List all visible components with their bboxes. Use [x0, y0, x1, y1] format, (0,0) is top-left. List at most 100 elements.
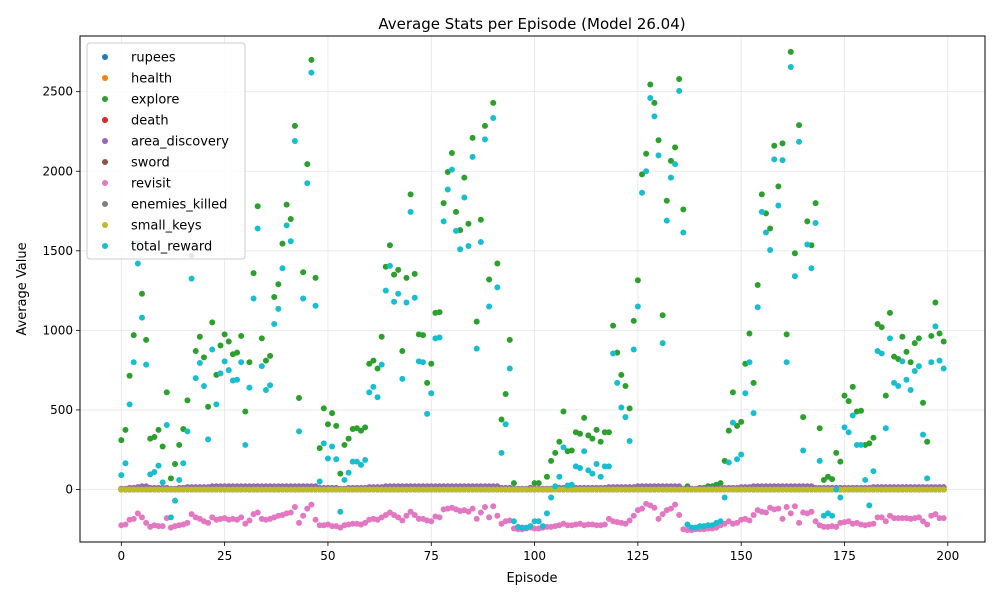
data-point: [601, 521, 608, 528]
data-point: [676, 87, 683, 94]
data-point: [126, 372, 133, 379]
data-point: [200, 383, 207, 390]
data-point: [279, 486, 286, 493]
data-point: [345, 435, 352, 442]
data-point: [453, 486, 460, 493]
data-point: [254, 225, 261, 232]
data-point: [779, 515, 786, 522]
data-point: [535, 480, 542, 487]
data-point: [134, 260, 141, 267]
data-point: [742, 486, 749, 493]
data-point: [936, 357, 943, 364]
data-point: [349, 520, 356, 527]
data-point: [597, 473, 604, 480]
data-point: [568, 481, 575, 488]
data-point: [271, 321, 278, 328]
data-point: [275, 305, 282, 312]
data-point: [886, 335, 893, 342]
legend-label: health: [131, 72, 172, 87]
data-point: [349, 458, 356, 465]
data-point: [915, 514, 922, 521]
data-point: [147, 486, 154, 493]
x-axis: 0 25 50 75 100 125 150 175 200: [118, 542, 959, 563]
data-point: [486, 486, 493, 493]
data-point: [213, 486, 220, 493]
data-point: [577, 465, 584, 472]
data-point: [246, 359, 253, 366]
data-point: [812, 518, 819, 525]
data-point: [556, 473, 563, 480]
data-point: [593, 522, 600, 529]
data-point: [122, 460, 129, 467]
y-tick-label: 1000: [42, 323, 73, 337]
data-point: [787, 64, 794, 71]
legend: rupees health explore death area_discoverysw…: [86, 42, 246, 260]
data-point: [581, 486, 588, 493]
data-point: [448, 166, 455, 173]
data-point: [560, 486, 567, 493]
data-point: [882, 425, 889, 432]
data-point: [878, 350, 885, 357]
data-point: [477, 239, 484, 246]
data-point: [188, 275, 195, 282]
data-point: [498, 449, 505, 456]
data-point: [353, 458, 360, 465]
data-point: [238, 332, 245, 339]
data-point: [287, 238, 294, 245]
data-point: [225, 338, 232, 345]
data-point: [878, 486, 885, 493]
data-point: [287, 215, 294, 222]
data-point: [217, 342, 224, 349]
data-point: [481, 486, 488, 493]
data-point: [246, 486, 253, 493]
data-point: [234, 486, 241, 493]
data-point: [341, 486, 348, 493]
legend-marker: [102, 222, 108, 228]
data-point: [283, 201, 290, 208]
data-point: [118, 437, 125, 444]
data-point: [672, 144, 679, 151]
data-point: [453, 208, 460, 215]
data-point: [300, 512, 307, 519]
data-point: [283, 222, 290, 229]
legend-item: death: [102, 114, 169, 129]
data-point: [296, 428, 303, 435]
data-point: [746, 330, 753, 337]
chart-title: Average Stats per Episode (Model 26.04): [378, 15, 685, 33]
data-point: [196, 486, 203, 493]
data-point: [796, 519, 803, 526]
data-point: [630, 486, 637, 493]
data-point: [531, 518, 538, 525]
data-point: [721, 494, 728, 501]
data-point: [345, 469, 352, 476]
data-point: [395, 486, 402, 493]
data-point: [734, 519, 741, 526]
data-point: [217, 370, 224, 377]
x-tick-label: 75: [424, 549, 439, 563]
data-point: [296, 395, 303, 401]
data-point: [899, 333, 906, 340]
x-tick-label: 50: [320, 549, 335, 563]
data-point: [783, 503, 790, 510]
data-point: [605, 429, 612, 436]
data-point: [804, 241, 811, 248]
data-point: [734, 486, 741, 493]
data-point: [858, 486, 865, 493]
data-point: [176, 486, 183, 493]
legend-item: enemies_killed: [102, 198, 227, 213]
data-point: [370, 383, 377, 390]
data-point: [882, 392, 889, 399]
data-point: [523, 486, 530, 493]
data-point: [382, 486, 389, 493]
data-point: [370, 357, 377, 364]
data-point: [903, 348, 910, 355]
data-point: [498, 416, 505, 423]
data-point: [659, 312, 666, 319]
data-point: [465, 486, 472, 493]
data-point: [411, 486, 418, 493]
data-point: [155, 426, 162, 433]
data-point: [386, 486, 393, 493]
data-point: [312, 486, 319, 493]
x-tick-label: 100: [523, 549, 546, 563]
